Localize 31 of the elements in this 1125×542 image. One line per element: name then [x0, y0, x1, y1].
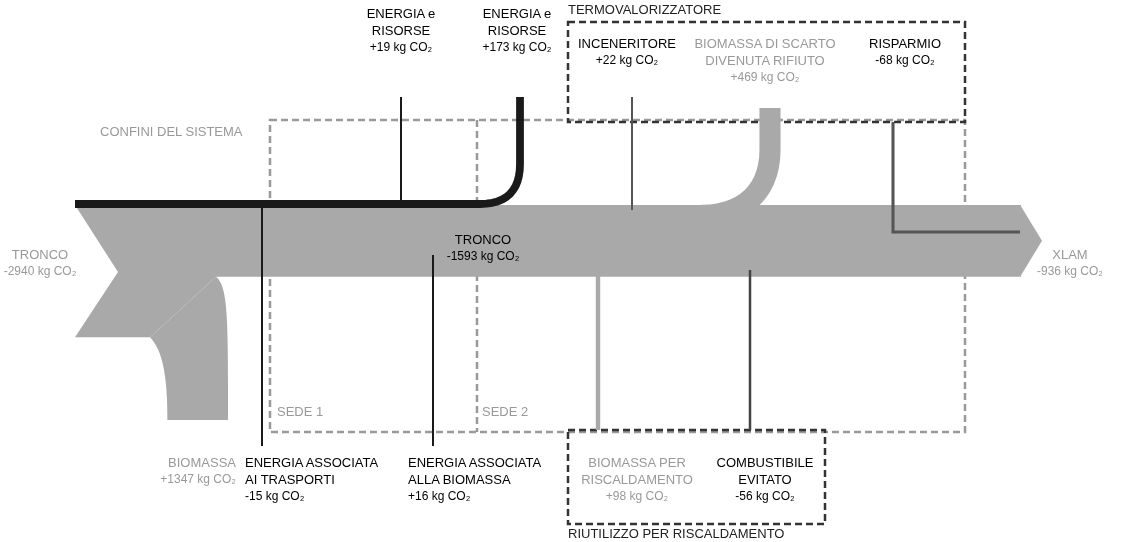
category-label: ENERGIA e RISORSE — [366, 6, 436, 38]
text: RIUTILIZZO PER RISCALDAMENTO — [568, 526, 785, 541]
data-label: +98 kg CO₂ — [605, 489, 669, 503]
data-label: -1593 kg CO₂ — [446, 249, 520, 263]
text: CONFINI DEL SISTEMA — [100, 124, 243, 139]
category-label: RISPARMIO — [869, 36, 941, 51]
category-label: COMBUSTIBILE EVITATO — [716, 455, 814, 487]
text: SEDE 1 — [277, 404, 324, 419]
category-label: BIOMASSA DI SCARTO DIVENUTA RIFIUTO — [694, 36, 836, 68]
data-label: +16 kg CO₂ — [408, 489, 471, 503]
data-label: +22 kg CO₂ — [595, 53, 659, 67]
data-label: +469 kg CO₂ — [730, 70, 800, 84]
data-label: -2940 kg CO₂ — [3, 264, 77, 278]
data-label: +173 kg CO₂ — [482, 40, 552, 54]
data-label: +19 kg CO₂ — [369, 40, 433, 54]
category-label: INCENERITORE — [578, 36, 677, 51]
data-label: -68 kg CO₂ — [875, 53, 936, 67]
data-label: -15 kg CO₂ — [245, 489, 305, 503]
data-label: -936 kg CO₂ — [1036, 264, 1104, 278]
category-label: TRONCO — [11, 247, 69, 262]
category-label: TRONCO — [454, 232, 512, 247]
data-label: +1347 kg CO₂ — [160, 472, 237, 486]
text: SEDE 2 — [482, 404, 529, 419]
data-label: -56 kg CO₂ — [735, 489, 796, 503]
category-label: ENERGIA ASSOCIATA AI TRASPORTI — [245, 455, 379, 487]
category-label: ENERGIA e RISORSE — [482, 6, 552, 38]
text: TERMOVALORIZZATORE — [568, 2, 722, 17]
category-label: ENERGIA ASSOCIATA ALLA BIOMASSA — [408, 455, 542, 487]
category-label: BIOMASSA PER RISCALDAMENTO — [581, 455, 693, 487]
category-label: BIOMASSA — [168, 455, 237, 470]
category-label: XLAM — [1052, 247, 1088, 262]
